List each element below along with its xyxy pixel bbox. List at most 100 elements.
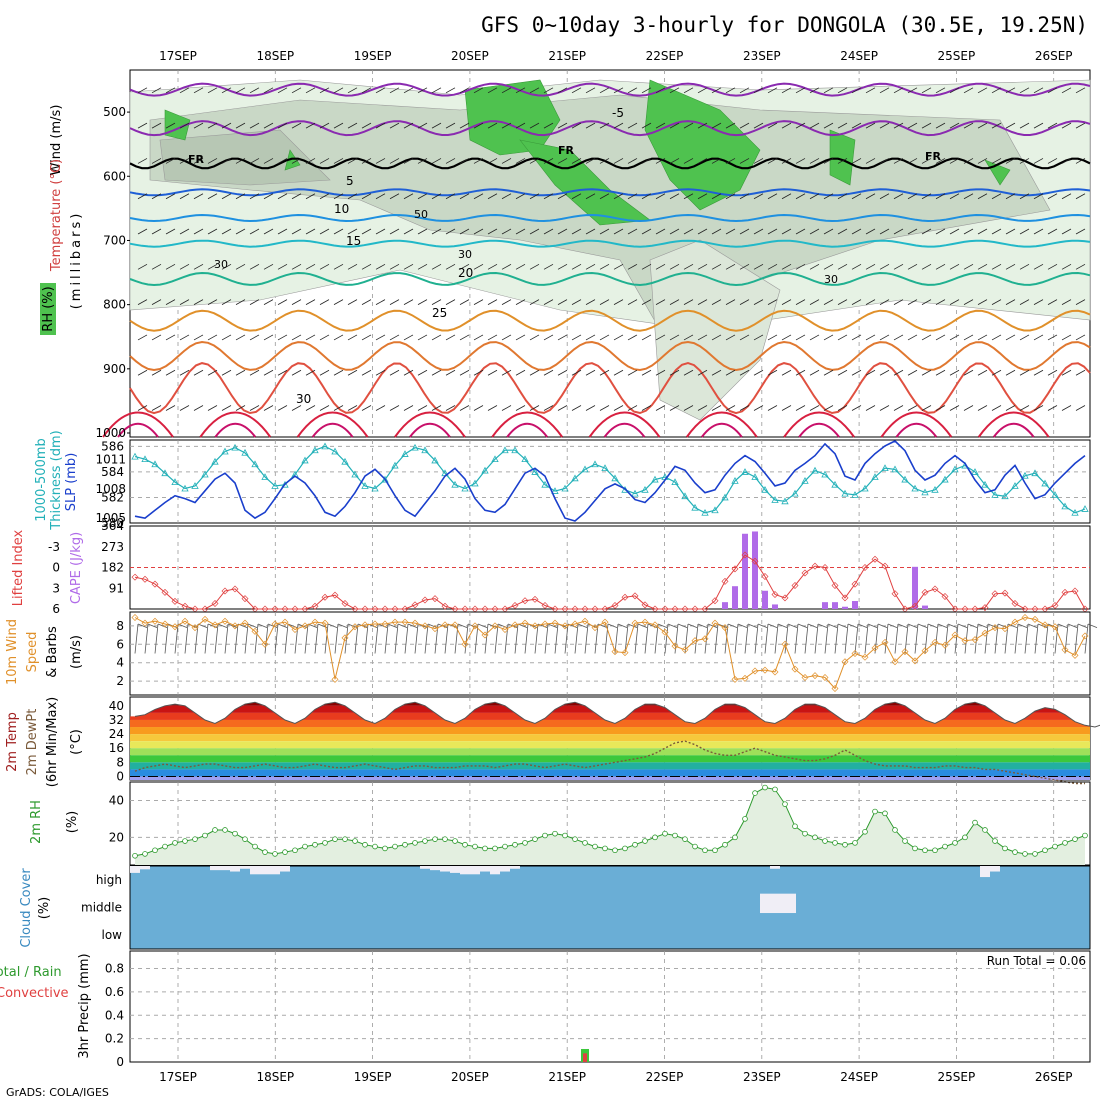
isotherm-label: 30 [296,392,311,406]
wind-barb [333,299,344,305]
wind-speed-point [911,657,919,665]
wind-barb [571,299,582,305]
pressure-tick: 800 [103,298,126,312]
wind-barb [459,193,470,200]
wind-barb [725,263,736,270]
wind-barb [655,299,666,305]
thickness-point [731,477,739,484]
temp-band [130,734,1090,742]
wind-barb [557,193,568,200]
rh-point [412,840,418,846]
wind-barb [1075,263,1086,270]
wind-barb [669,228,680,235]
thickness-point [931,485,939,493]
wind-barb [767,369,778,376]
wind-barb [221,122,232,129]
wind-barb [914,623,919,654]
wind-speed-point [391,618,399,626]
wind-barb [739,122,750,129]
wind-barb [165,263,176,270]
precip-convective-bar [583,1053,587,1062]
rh-point [972,819,978,826]
wind-barb [389,369,400,376]
wind-barb [991,193,1002,200]
wind-barb [641,87,652,94]
wind-barb [921,228,932,235]
wind-barb [543,193,554,200]
wind-barb [767,334,778,341]
temp-tick: 8 [116,755,124,769]
wind-barb [361,158,372,164]
lifted-index-point [231,585,239,593]
cape-bar [732,586,738,609]
wind-barb [725,405,736,411]
wind-barb [473,122,484,129]
wind-barb [767,623,778,629]
temp-band [130,727,1090,735]
wind-barb [767,263,778,270]
date-tick-bottom: 23SEP [743,1070,781,1084]
wind-barb [823,299,834,305]
wind-barb [305,299,316,305]
wind-barb [949,228,960,235]
wind-barb [935,334,946,341]
wind-speed-point [531,622,539,630]
wind-barb [683,299,694,305]
wind-barb [487,193,498,200]
wind-barb [809,405,820,411]
thickness-point [901,475,909,483]
wind-barb [954,623,959,654]
cloud-high-bar [980,866,990,878]
wind-barb [337,623,348,629]
wind-barb [445,158,456,164]
lifted-index-point [941,593,949,601]
rh-point [492,845,498,852]
wind-barb [414,623,419,654]
wind-barb [585,158,596,164]
wind-barb [221,193,232,200]
wind-barb [424,623,429,654]
wind-barb [529,263,540,270]
temp-tick: 40 [109,699,124,713]
wind-barb [543,228,554,235]
wind-barb [1061,405,1072,411]
rh-point [772,786,778,793]
cloud-high-bar [240,866,250,869]
rh-point [852,840,858,846]
thickness-point [981,480,989,488]
lifted-index-point [331,591,339,599]
wind-barb [627,623,638,629]
wind-barb [221,334,232,341]
wind-barb [599,405,610,411]
wind-barb [1061,228,1072,235]
wind-barb [151,122,162,129]
cloud-high-bar [280,866,290,872]
wind-barb [739,228,750,235]
wind-barb [354,623,359,654]
rh-point [472,843,478,850]
wind-barb [375,158,386,164]
wind-speed-point [801,673,809,681]
wind-barb [879,193,890,200]
wind-barb [501,334,512,341]
temp-tick: 0 [116,769,124,783]
wind-barb [977,228,988,235]
wind-barb [394,623,399,654]
wind-barb [459,369,470,376]
wind-barb [375,334,386,341]
rh-point [382,845,388,852]
wind-barb [613,263,624,270]
wind-speed-point [601,618,609,626]
wind-barb [1007,623,1018,629]
wind-barb [949,405,960,411]
wind-barb [137,405,148,411]
wind-barb [907,623,918,629]
wind-speed-point [991,624,999,632]
wind-barb [1033,122,1044,129]
thickness-tick: 586 [101,439,124,453]
wind-barb [473,158,484,164]
wind-barb [809,193,820,200]
wind-barb [627,228,638,235]
wind-barb [753,87,764,94]
wind-barb [314,623,319,654]
